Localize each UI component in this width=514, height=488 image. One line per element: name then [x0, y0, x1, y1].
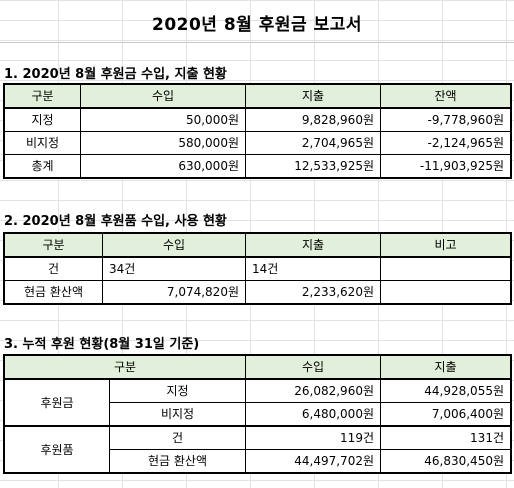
expense-cell[interactable]: 9,828,960원 — [245, 107, 381, 132]
row-label[interactable]: 비지정 — [109, 402, 246, 427]
table-header-row: 구분 수입 지출 — [4, 355, 511, 380]
balance-cell[interactable]: -2,124,965원 — [380, 131, 511, 155]
col-header: 수입 — [245, 355, 381, 380]
row-label[interactable]: 총계 — [4, 154, 81, 178]
row-label[interactable]: 현금 환산액 — [109, 449, 246, 473]
expense-cell[interactable]: 2,704,965원 — [245, 131, 381, 155]
col-header: 비고 — [380, 233, 511, 258]
income-cell[interactable]: 44,497,702원 — [245, 449, 381, 473]
income-cell[interactable]: 50,000원 — [80, 107, 246, 132]
col-header: 지출 — [245, 233, 381, 258]
table-row: 현금 환산액 44,497,702원 46,830,450원 — [5, 449, 511, 473]
col-header: 지출 — [245, 84, 381, 109]
group-label[interactable]: 후원품 — [4, 425, 110, 473]
income-cell[interactable]: 7,074,820원 — [102, 280, 246, 304]
income-cell[interactable]: 119건 — [245, 425, 381, 450]
income-cell[interactable]: 580,000원 — [80, 131, 246, 155]
section3-heading: 3. 누적 후원 현황(8월 31일 기준) — [4, 337, 200, 352]
cumulative-table: 구분 수입 지출 후원금 지정 26,082,960원 44,928,055원 … — [3, 354, 512, 474]
expense-cell[interactable]: 2,233,620원 — [245, 280, 381, 304]
col-header: 수입 — [80, 84, 246, 109]
row-label[interactable]: 비지정 — [4, 131, 81, 155]
table-row: 건 34건 14건 — [4, 256, 511, 281]
income-cell[interactable]: 26,082,960원 — [245, 378, 381, 403]
table-header-row: 구분 수입 지출 잔액 — [4, 84, 511, 109]
expense-cell[interactable]: 44,928,055원 — [380, 378, 511, 403]
col-header: 구분 — [4, 233, 103, 258]
col-header: 지출 — [380, 355, 511, 380]
table-row: 비지정 6,480,000원 7,006,400원 — [4, 402, 511, 427]
expense-cell[interactable]: 46,830,450원 — [380, 449, 511, 473]
row-label[interactable]: 지정 — [109, 378, 246, 403]
table-row: 비지정 580,000원 2,704,965원 -2,124,965원 — [4, 131, 511, 155]
col-header: 잔액 — [380, 84, 511, 109]
income-expense-table: 구분 수입 지출 잔액 지정 50,000원 9,828,960원 -9,778… — [3, 83, 512, 179]
row-label[interactable]: 현금 환산액 — [4, 280, 103, 304]
row-label[interactable]: 건 — [4, 256, 103, 281]
note-cell[interactable] — [380, 256, 511, 281]
balance-cell[interactable]: -9,778,960원 — [380, 107, 511, 132]
title-divider — [0, 42, 514, 43]
income-cell[interactable]: 630,000원 — [80, 154, 246, 178]
section2-heading: 2. 2020년 8월 후원품 수입, 사용 현황 — [4, 214, 227, 229]
table-row: 현금 환산액 7,074,820원 2,233,620원 — [4, 280, 511, 304]
table-row: 후원품 건 119건 131건 — [4, 425, 511, 473]
row-label[interactable]: 건 — [109, 425, 246, 450]
expense-cell[interactable]: 14건 — [245, 256, 381, 281]
expense-cell[interactable]: 7,006,400원 — [380, 402, 511, 427]
table-row: 총계 630,000원 12,533,925원 -11,903,925원 — [4, 154, 511, 178]
goods-table: 구분 수입 지출 비고 건 34건 14건 현금 환산액 7,074,820원 … — [3, 232, 512, 305]
expense-cell[interactable]: 12,533,925원 — [245, 154, 381, 178]
income-cell[interactable]: 34건 — [102, 256, 246, 281]
table-row: 후원금 지정 26,082,960원 44,928,055원 — [4, 378, 511, 427]
note-cell[interactable] — [380, 280, 511, 304]
table-row: 지정 50,000원 9,828,960원 -9,778,960원 — [4, 107, 511, 132]
section1-heading: 1. 2020년 8월 후원금 수입, 지출 현황 — [4, 67, 227, 82]
col-header: 구분 — [4, 84, 81, 109]
page-title: 2020년 8월 후원금 보고서 — [151, 15, 363, 35]
balance-cell[interactable]: -11,903,925원 — [380, 154, 511, 178]
col-header: 수입 — [102, 233, 246, 258]
row-label[interactable]: 지정 — [4, 107, 81, 132]
table-header-row: 구분 수입 지출 비고 — [4, 233, 511, 258]
col-header: 구분 — [4, 355, 246, 380]
group-label[interactable]: 후원금 — [4, 378, 110, 427]
expense-cell[interactable]: 131건 — [380, 425, 511, 450]
income-cell[interactable]: 6,480,000원 — [245, 402, 381, 427]
